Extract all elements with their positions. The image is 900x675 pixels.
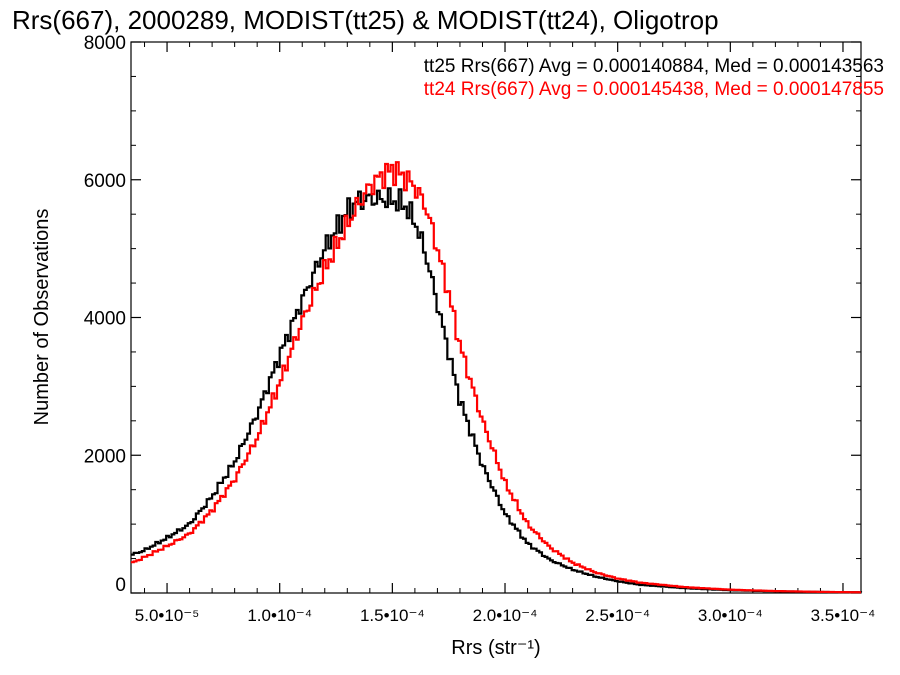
x-tick-label: 2.5•10⁻⁴ bbox=[585, 606, 650, 625]
x-tick-label: 3.5•10⁻⁴ bbox=[811, 606, 876, 625]
x-tick-label: 3.0•10⁻⁴ bbox=[698, 606, 763, 625]
x-tick-label: 1.0•10⁻⁴ bbox=[247, 606, 312, 625]
y-tick-label: 6000 bbox=[84, 171, 126, 192]
y-tick-label: 8000 bbox=[84, 33, 126, 54]
series-layer bbox=[131, 161, 863, 594]
series-tt25-line bbox=[131, 187, 863, 594]
y-tick-label: 2000 bbox=[84, 446, 126, 467]
x-axis-label: Rrs (str⁻¹) bbox=[451, 637, 540, 659]
legend-tt24-label: tt24 Rrs(667) Avg = 0.000145438, Med = 0… bbox=[424, 79, 884, 100]
y-tick-label: 0 bbox=[115, 575, 126, 596]
plot-area-frame bbox=[130, 41, 862, 594]
x-tick-label: 1.5•10⁻⁴ bbox=[360, 606, 425, 625]
x-tick-label: 2.0•10⁻⁴ bbox=[473, 606, 538, 625]
y-axis-label: Number of Observations bbox=[31, 209, 53, 426]
x-tick-label: 5.0•10⁻⁵ bbox=[135, 606, 200, 625]
y-axis: 0 2000 4000 6000 8000 bbox=[84, 33, 861, 596]
x-axis: 5.0•10⁻⁵ 1.0•10⁻⁴ 1.5•10⁻⁴ 2.0•10⁻⁴ 2.5•10⁻⁴… bbox=[135, 42, 876, 625]
y-tick-label: 4000 bbox=[84, 309, 126, 330]
chart-title: Rrs(667), 2000289, MODIST(tt25) & MODIST… bbox=[12, 5, 719, 35]
legend-tt25-label: tt25 Rrs(667) Avg = 0.000140884, Med = 0… bbox=[424, 56, 884, 77]
series-tt24-line bbox=[131, 161, 861, 594]
